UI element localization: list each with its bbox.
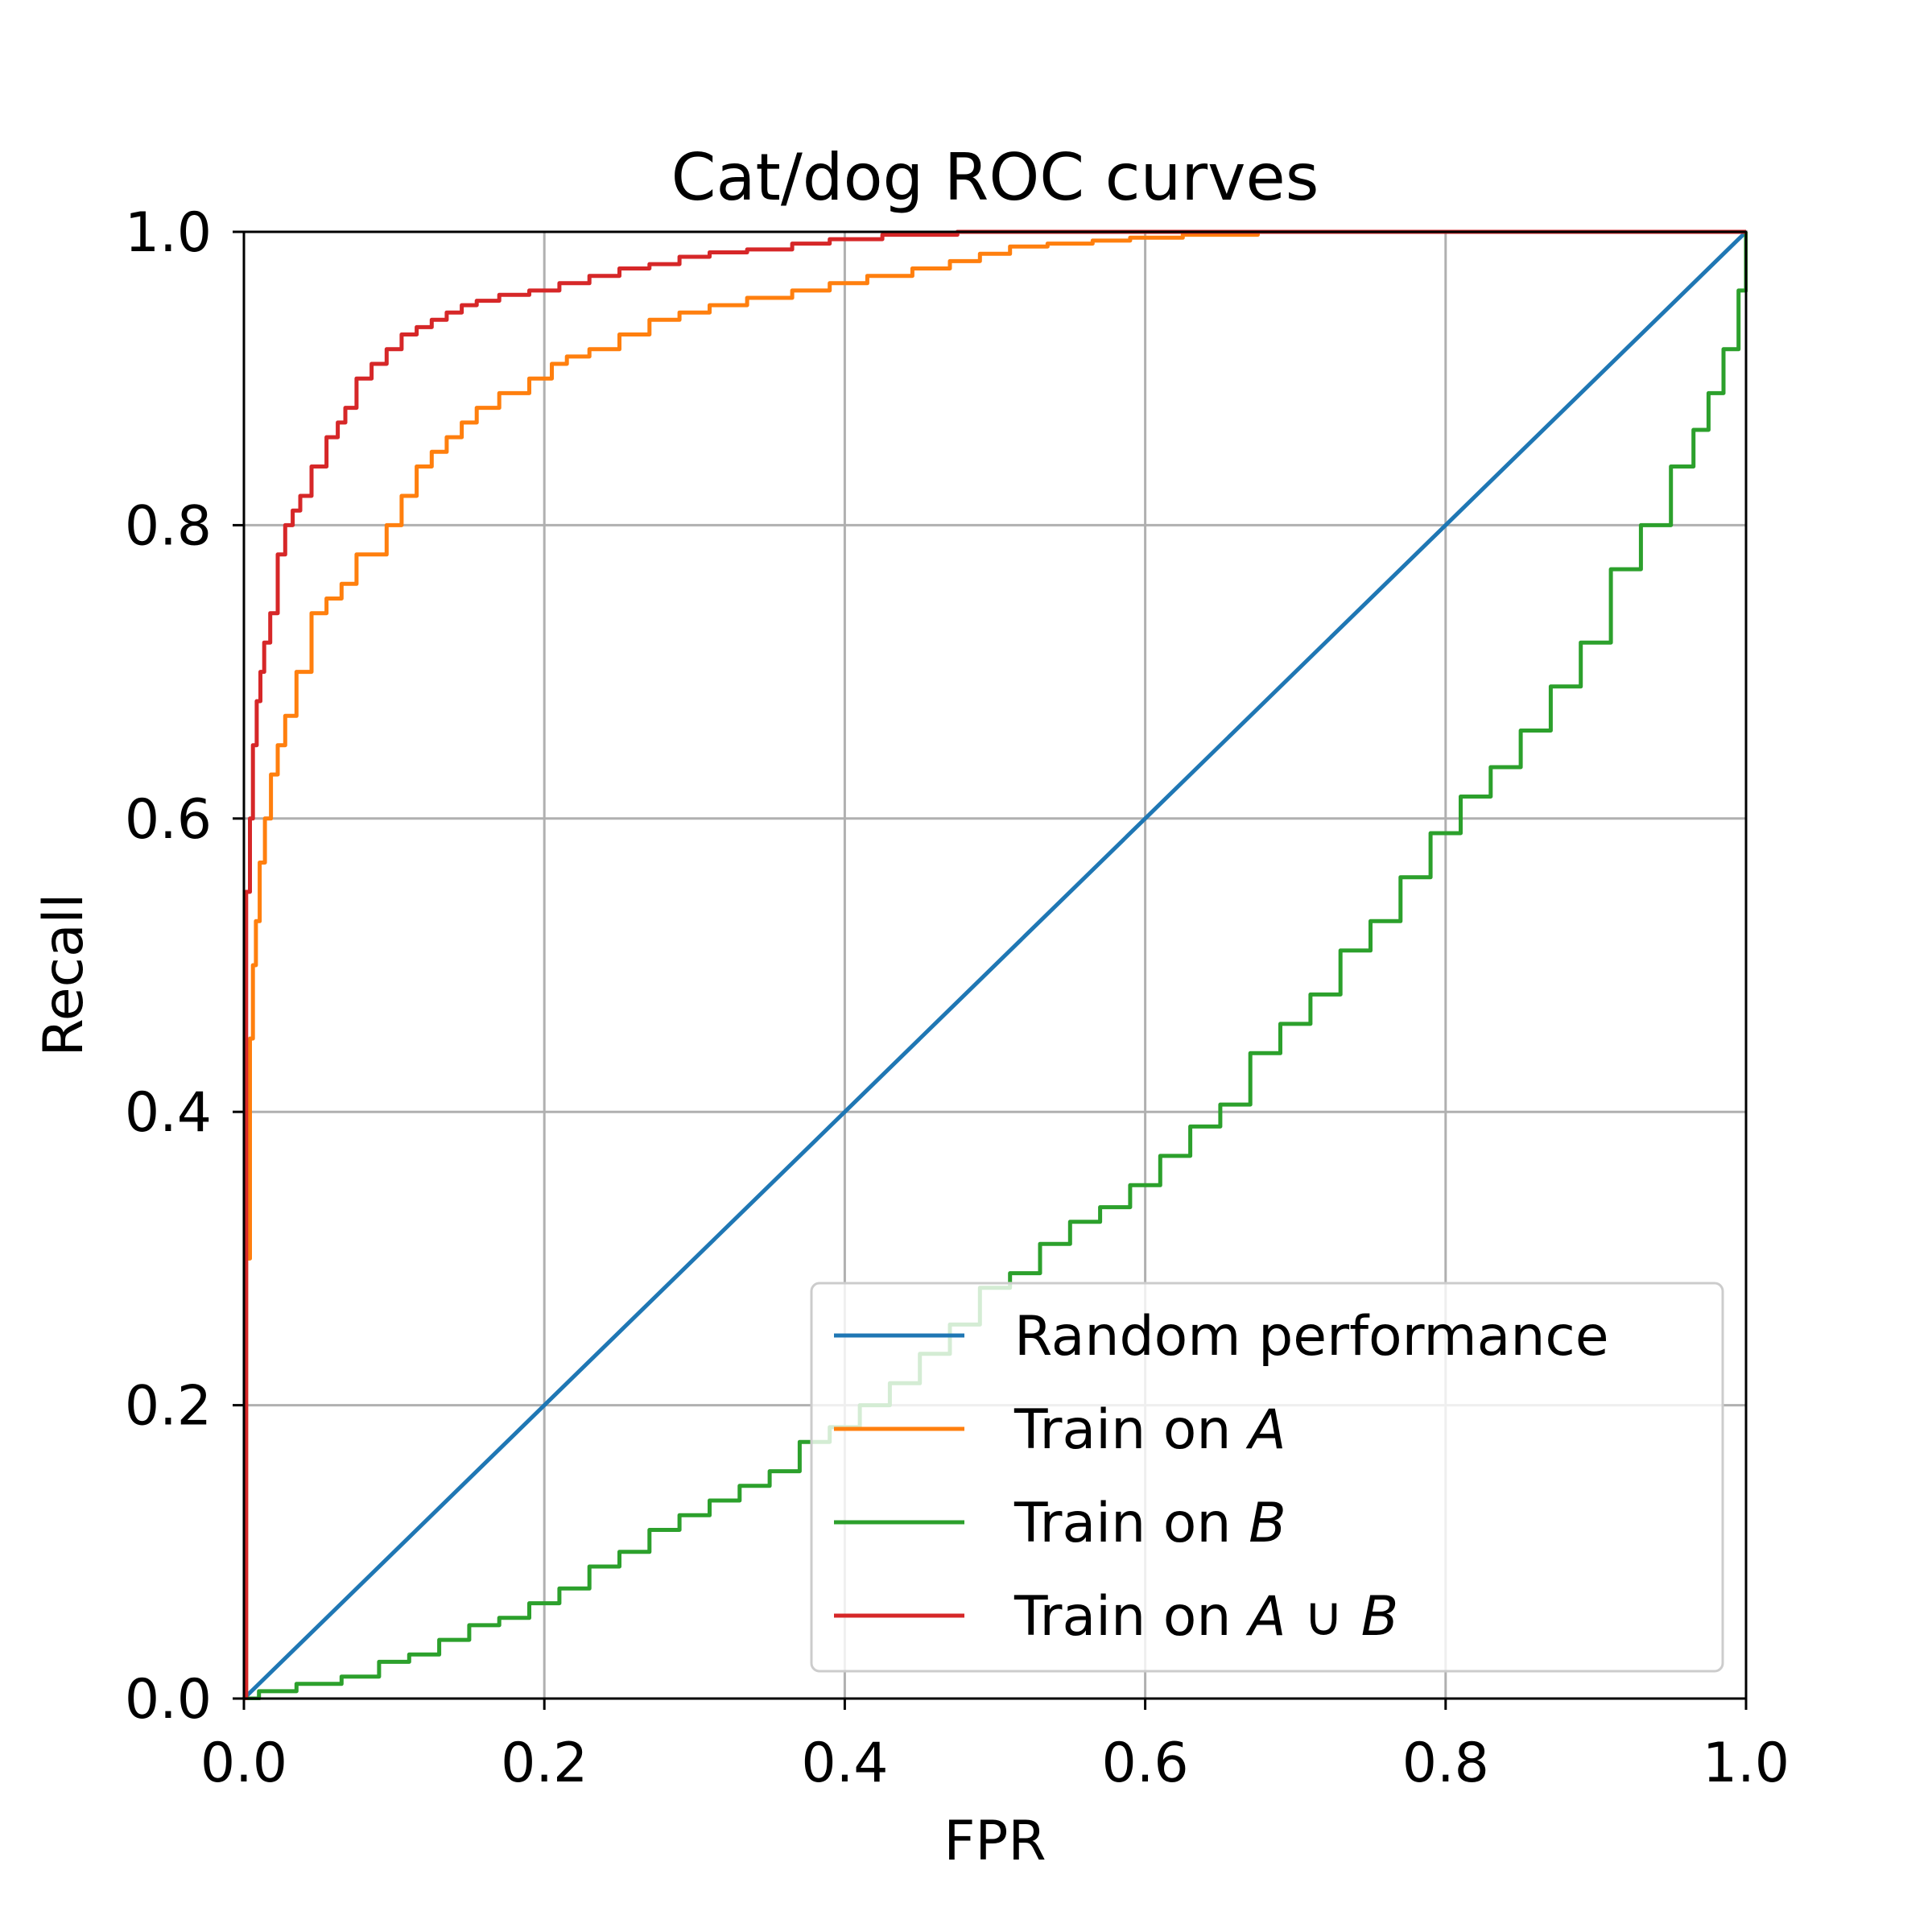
series-line-train-on-a [244, 229, 1746, 1700]
y-tick-label: 1.0 [125, 201, 212, 265]
x-tick-label: 0.4 [801, 1732, 888, 1795]
legend: Random performance Train on A Train on B Tr… [810, 1282, 1724, 1673]
y-axis-label: Recall [32, 894, 96, 1057]
series-lines [242, 229, 1748, 1700]
legend-box [810, 1282, 1724, 1673]
x-tick-label: 0.2 [501, 1732, 588, 1795]
axis-ticks: 0.0 0.2 0.4 0.6 0.8 1.0 0.0 0.2 0.4 0.6 0.8 1.0 [125, 201, 1790, 1795]
legend-label-train-on-b: Train on B [1013, 1492, 1286, 1555]
x-tick-label: 1.0 [1703, 1732, 1790, 1795]
series-line-train-on-a-union-b [244, 229, 1746, 1700]
x-axis-label: FPR [943, 1810, 1046, 1873]
x-tick-label: 0.8 [1402, 1732, 1489, 1795]
plot-frame [242, 230, 1748, 1700]
x-tick-label: 0.0 [200, 1732, 287, 1795]
legend-label-random-performance: Random performance [1014, 1305, 1609, 1368]
y-tick-label: 0.6 [125, 788, 212, 852]
chart-title: Cat/dog ROC curves [671, 140, 1319, 215]
legend-label-train-on-a-union-b: Train on A ∪ B [1013, 1585, 1398, 1649]
y-tick-label: 0.2 [125, 1375, 212, 1439]
legend-label-train-on-a: Train on A [1013, 1398, 1286, 1462]
series-line-train-on-b [244, 232, 1748, 1700]
y-tick-label: 0.4 [125, 1081, 212, 1145]
grid [242, 230, 1748, 1700]
y-tick-label: 0.8 [125, 494, 212, 558]
series-line-random-performance [242, 230, 1748, 1700]
y-tick-label: 0.0 [125, 1668, 212, 1732]
x-tick-label: 0.6 [1102, 1732, 1189, 1795]
